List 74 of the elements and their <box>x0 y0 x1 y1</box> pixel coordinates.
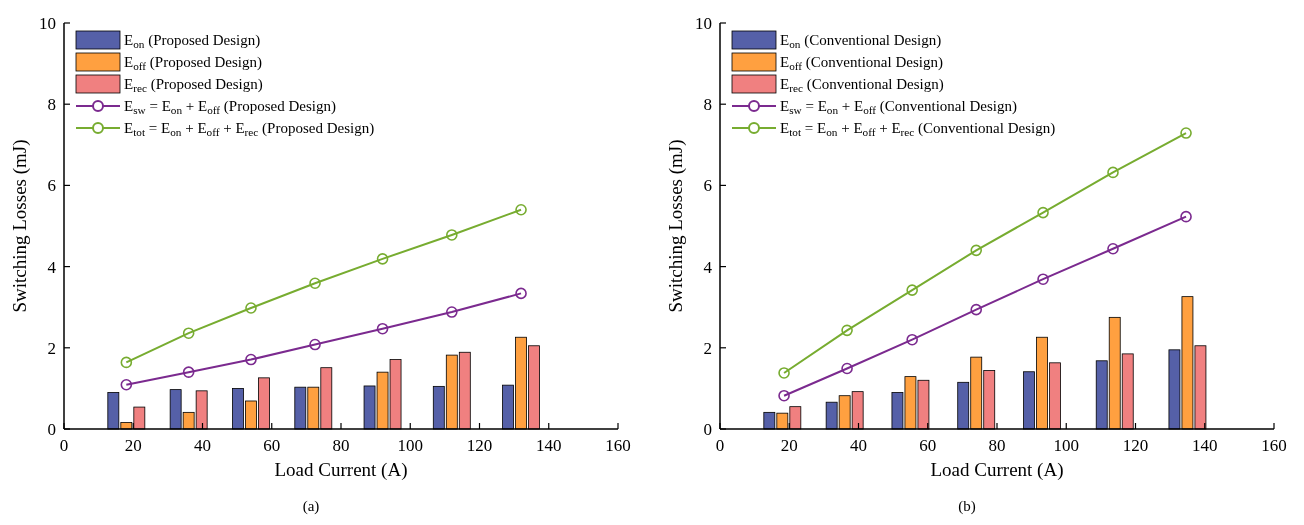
y-tick-label: 6 <box>703 176 712 196</box>
legend-label: E$_{on}$ (Conventional Design) <box>780 32 942 51</box>
point <box>120 378 133 391</box>
point <box>841 362 853 375</box>
y-axis-title: Switching Losses (mJ) <box>665 139 687 313</box>
point <box>1107 242 1119 255</box>
point <box>906 333 918 346</box>
point <box>309 338 321 351</box>
point <box>1180 210 1192 223</box>
x-tick-label: 160 <box>1261 436 1287 455</box>
x-tick-label: 80 <box>988 436 1006 455</box>
point <box>446 306 458 318</box>
y-tick-label: 10 <box>39 14 56 33</box>
x-tick-label: 100 <box>397 436 423 455</box>
point <box>309 277 321 290</box>
point <box>906 284 918 296</box>
point <box>182 327 195 339</box>
y-tick-label: 0 <box>47 420 56 439</box>
legend-label: E$_{rec}$ (Proposed Design) <box>124 76 263 95</box>
legend-label: E$_{sw}$ = E$_{on}$ + E$_{off}$ (Proposed Design) <box>124 98 336 117</box>
x-axis-title: Load Current (A) <box>274 459 408 481</box>
text: (a) <box>302 498 320 515</box>
point <box>1107 166 1119 179</box>
text: (b) <box>958 498 976 515</box>
y-tick-label: 0 <box>703 420 712 439</box>
legend-label: E$_{off}$ (Proposed Design) <box>124 54 262 73</box>
point <box>515 287 527 300</box>
point <box>182 366 195 378</box>
point <box>970 244 983 257</box>
y-tick-label: 8 <box>703 95 712 115</box>
point <box>376 253 389 265</box>
point <box>376 322 389 335</box>
x-tick-label: 80 <box>332 436 350 455</box>
y-tick-label: 10 <box>695 14 712 33</box>
point <box>245 353 257 366</box>
x-tick-label: 140 <box>536 436 562 455</box>
point <box>778 389 790 402</box>
x-tick-label: 20 <box>124 436 142 455</box>
text: E$_{tot}$ = E$_{on}$ + E$_{off}$ + E$_{rec}$ (Conventional Design) <box>780 120 1056 139</box>
point <box>1180 127 1192 139</box>
x-tick-label: 0 <box>59 436 69 455</box>
y-tick-label: 4 <box>703 257 713 277</box>
legend-label: E$_{off}$ (Conventional Design) <box>780 54 943 73</box>
y-tick-label: 2 <box>47 338 56 358</box>
x-axis-title: Load Current (A) <box>930 459 1064 481</box>
legend-label: E$_{on}$ (Proposed Design) <box>124 32 261 51</box>
y-tick-label: 2 <box>703 338 712 358</box>
point <box>245 302 257 314</box>
point <box>970 303 983 316</box>
point <box>120 356 133 369</box>
x-tick-label: 20 <box>780 436 798 455</box>
x-tick-label: 40 <box>194 436 211 455</box>
x-tick-label: 100 <box>1053 436 1079 455</box>
point <box>1037 273 1049 285</box>
x-tick-label: 120 <box>466 436 493 455</box>
x-tick-label: 140 <box>1192 436 1218 455</box>
point <box>778 367 790 379</box>
text: E$_{tot}$ = E$_{on}$ + E$_{off}$ + E$_{rec}$ (Proposed Design) <box>124 120 375 139</box>
x-tick-label: 120 <box>1122 436 1149 455</box>
x-tick-label: 160 <box>605 436 631 455</box>
legend-label: E$_{sw}$ = E$_{on}$ + E$_{off}$ (Conventional Design) <box>780 98 1017 117</box>
y-axis-title: Switching Losses (mJ) <box>9 139 31 313</box>
point <box>446 229 458 241</box>
point <box>1037 206 1049 219</box>
legend-label: E$_{rec}$ (Conventional Design) <box>780 76 944 95</box>
x-tick-label: 40 <box>850 436 867 455</box>
point <box>515 203 527 216</box>
point <box>841 324 853 337</box>
y-tick-label: 6 <box>47 176 56 196</box>
x-tick-label: 60 <box>919 436 937 455</box>
x-tick-label: 60 <box>263 436 281 455</box>
y-tick-label: 8 <box>47 95 56 115</box>
y-tick-label: 4 <box>47 257 57 277</box>
x-tick-label: 0 <box>715 436 725 455</box>
